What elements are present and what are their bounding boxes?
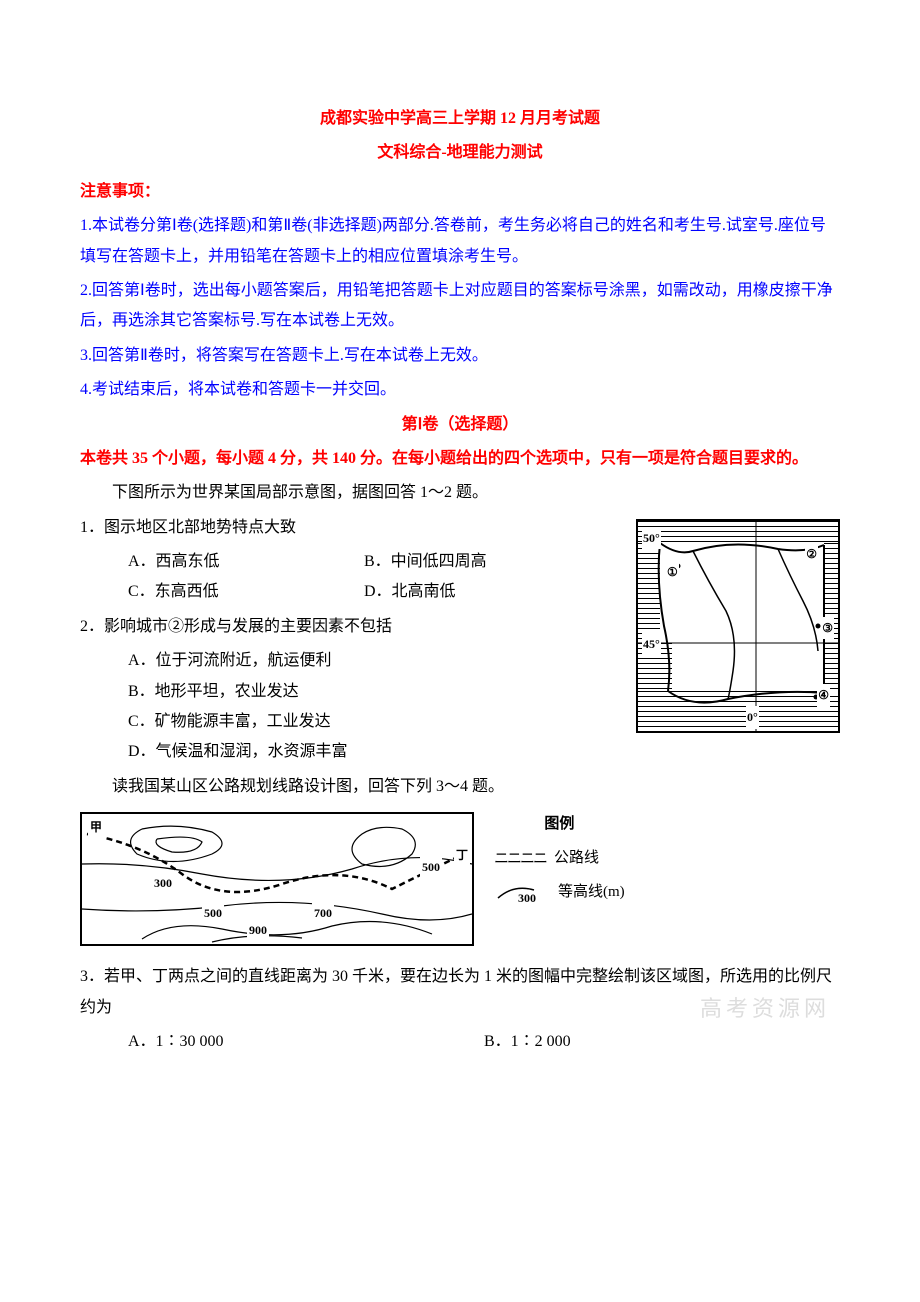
map-label: ④ bbox=[817, 684, 830, 707]
map-label: 0° bbox=[746, 706, 759, 729]
option: D．北高南低 bbox=[364, 577, 600, 607]
notice-item: 2.回答第Ⅰ卷时，选出每小题答案后，用铅笔把答题卡上对应题目的答案标号涂黑，如需… bbox=[80, 276, 840, 337]
option: D．气候温和湿润，水资源丰富 bbox=[128, 743, 348, 760]
question-intro: 读我国某山区公路规划线路设计图，回答下列 3～4 题。 bbox=[80, 772, 840, 802]
contour-svg bbox=[82, 814, 472, 944]
map-figure: 50° 45° 0° ① ② ③ ④ bbox=[636, 519, 840, 733]
map-label: 45° bbox=[642, 633, 661, 656]
map-label: ③ bbox=[821, 617, 834, 640]
legend-contour-icon: 300 bbox=[494, 880, 550, 904]
section-instruction: 本卷共 35 个小题，每小题 4 分，共 140 分。在每小题给出的四个选项中，… bbox=[80, 444, 840, 474]
map-label: 50° bbox=[642, 527, 661, 550]
option: A．西高东低 bbox=[128, 547, 364, 577]
contour-value: 500 bbox=[202, 902, 224, 925]
legend-title: 图例 bbox=[494, 812, 625, 836]
notice-item: 4.考试结束后，将本试卷和答题卡一并交回。 bbox=[80, 375, 840, 405]
option: B．地形平坦，农业发达 bbox=[128, 683, 299, 700]
section-header: 第Ⅰ卷（选择题） bbox=[80, 410, 840, 440]
notice-label: 注意事项： bbox=[80, 183, 160, 200]
contour-value: 300 bbox=[152, 872, 174, 895]
question-stem: 1．图示地区北部地势特点大致 bbox=[80, 513, 600, 543]
map-label: ② bbox=[805, 543, 818, 566]
contour-value: 500 bbox=[420, 856, 442, 879]
legend-road-icon: ニニニニ bbox=[494, 846, 546, 870]
exam-title: 成都实验中学高三上学期 12 月月考试题 bbox=[80, 104, 840, 134]
contour-value: 700 bbox=[312, 902, 334, 925]
option: B．中间低四周高 bbox=[364, 547, 600, 577]
question-intro: 下图所示为世界某国局部示意图，据图回答 1～2 题。 bbox=[80, 478, 840, 508]
question-stem: 2．影响城市②形成与发展的主要因素不包括 bbox=[80, 612, 600, 642]
option: C．东高西低 bbox=[128, 577, 364, 607]
question-stem: 3．若甲、丁两点之间的直线距离为 30 千米，要在边长为 1 米的图幅中完整绘制… bbox=[80, 962, 840, 1023]
exam-subtitle: 文科综合-地理能力测试 bbox=[80, 138, 840, 168]
contour-endpoint: 丁 bbox=[454, 844, 470, 867]
option: A．1∶30 000 bbox=[128, 1027, 484, 1057]
notice-item: 1.本试卷分第Ⅰ卷(选择题)和第Ⅱ卷(非选择题)两部分.答卷前，考生务必将自己的… bbox=[80, 211, 840, 272]
contour-endpoint: 甲 bbox=[88, 816, 104, 839]
legend-road-label: 公路线 bbox=[554, 846, 599, 870]
legend: 图例 ニニニニ 公路线 300 等高线(m) bbox=[494, 812, 625, 904]
contour-value: 900 bbox=[247, 919, 269, 942]
contour-map: 甲 丁 300 500 500 700 900 bbox=[80, 812, 474, 946]
legend-contour-value: 300 bbox=[518, 891, 536, 904]
legend-contour-label: 等高线(m) bbox=[558, 880, 625, 904]
map-label: ① bbox=[666, 561, 679, 584]
option: C．矿物能源丰富，工业发达 bbox=[128, 713, 331, 730]
notice-item: 3.回答第Ⅱ卷时，将答案写在答题卡上.写在本试卷上无效。 bbox=[80, 341, 840, 371]
option: A．位于河流附近，航运便利 bbox=[128, 652, 332, 669]
option: B．1∶2 000 bbox=[484, 1027, 840, 1057]
